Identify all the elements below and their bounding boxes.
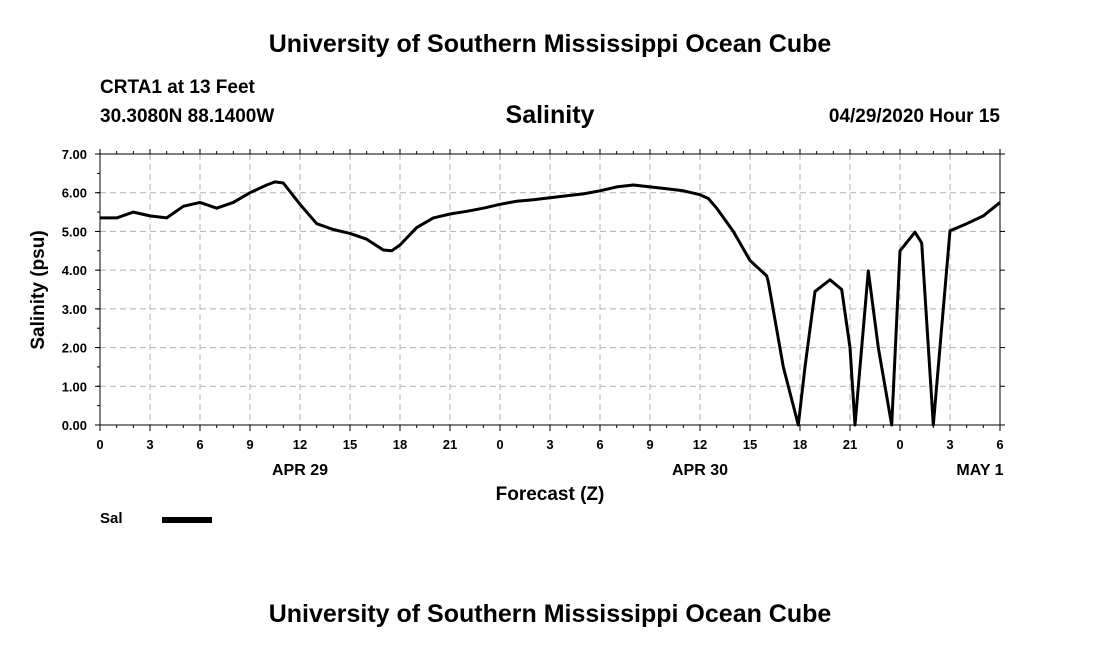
y-axis-title: Salinity (psu) [28,230,49,349]
label-layer: 0.00 1.00 2.00 3.00 4.00 5.00 6.00 7.00 0 3 6 9 12 15… [62,147,1004,479]
footer-title: University of Southern Mississippi Ocean… [268,600,832,628]
x-tick-label: 12 [293,437,307,452]
x-tick-label: 15 [743,437,757,452]
station-label: CRTA1 at 13 Feet [100,77,255,98]
x-tick-label: 3 [946,437,953,452]
x-tick-label: 18 [793,437,807,452]
y-tick-label: 1.00 [62,379,87,394]
tick-layer [95,149,1005,431]
y-tick-label: 7.00 [62,147,87,162]
x-tick-label: 0 [496,437,503,452]
y-tick-label: 0.00 [62,418,87,433]
x-tick-label: 9 [246,437,253,452]
legend-label: Sal [100,510,123,527]
x-tick-label: 21 [843,437,857,452]
grid-layer [100,154,1000,425]
x-tick-label: 6 [596,437,603,452]
x-tick-label: 0 [896,437,903,452]
y-tick-label: 4.00 [62,263,87,278]
date-label: APR 30 [672,462,728,479]
x-axis-title: Forecast (Z) [496,484,605,505]
x-tick-label: 18 [393,437,407,452]
x-tick-label: 15 [343,437,357,452]
x-tick-label: 6 [196,437,203,452]
series-line-sal [100,180,1001,427]
x-tick-label: 12 [693,437,707,452]
header-title: University of Southern Mississippi Ocean… [268,30,832,58]
legend-swatch [162,517,212,523]
y-tick-label: 2.00 [62,341,87,356]
x-tick-label: 0 [96,437,103,452]
chart-title: Salinity [505,101,595,129]
coordinates-label: 30.3080N 88.1400W [100,106,275,127]
y-tick-label: 6.00 [62,186,87,201]
y-tick-label: 5.00 [62,224,87,239]
y-tick-label: 3.00 [62,302,87,317]
date-label: MAY 1 [956,462,1003,479]
x-tick-label: 6 [996,437,1003,452]
x-tick-label: 21 [443,437,457,452]
x-tick-label: 3 [146,437,153,452]
x-tick-label: 9 [646,437,653,452]
date-label: APR 29 [272,462,328,479]
x-tick-label: 3 [546,437,553,452]
run-time-label: 04/29/2020 Hour 15 [828,106,1000,127]
